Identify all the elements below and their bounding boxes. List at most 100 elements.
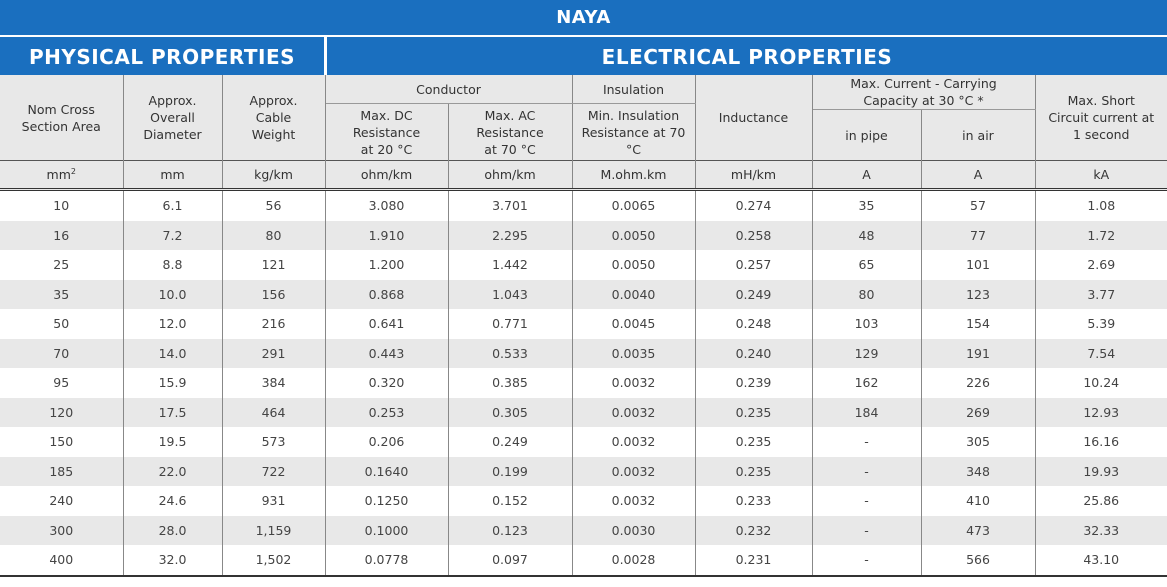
cell-insulation-resistance: 0.0028 <box>571 545 696 577</box>
cell-nom-cross: 400 <box>0 545 124 577</box>
table-row: 50 12.0 216 0.641 0.771 0.0045 0.248 103 154 5.39 <box>0 309 1167 339</box>
cell-dc-resistance: 3.080 <box>324 189 449 221</box>
cell-weight: 56 <box>221 189 326 221</box>
cell-diameter: 12.0 <box>122 309 223 339</box>
table-row: 10 6.1 56 3.080 3.701 0.0065 0.274 35 57 1.08 <box>0 189 1167 221</box>
cell-nom-cross: 120 <box>0 397 124 427</box>
cell-dc-resistance: 0.868 <box>324 279 449 309</box>
cell-insulation-resistance: 0.0065 <box>571 189 696 221</box>
header-dc-resistance: Max. DC Resistance at 20 °C <box>325 103 449 161</box>
cell-in-pipe: 65 <box>811 250 922 280</box>
cell-weight: 216 <box>221 309 326 339</box>
cell-in-air: 191 <box>920 338 1036 368</box>
cell-insulation-resistance: 0.0032 <box>571 397 696 427</box>
header-inductance: Inductance <box>694 75 813 161</box>
table-row: 150 19.5 573 0.206 0.249 0.0032 0.235-305 16.16 <box>0 427 1167 457</box>
cell-in-pipe: 48 <box>811 220 922 250</box>
cell-short-circuit: 5.39 <box>1034 309 1167 339</box>
cell-dc-resistance: 1.910 <box>324 220 449 250</box>
cell-inductance: 0.232 <box>694 515 813 545</box>
cell-inductance: 0.240 <box>694 338 813 368</box>
header-ac-resistance: Max. AC Resistance at 70 °C <box>447 103 573 161</box>
cell-in-pipe: - <box>811 456 922 486</box>
cell-in-air: 57 <box>920 189 1036 221</box>
cell-diameter: 7.2 <box>122 220 223 250</box>
cell-in-pipe: - <box>811 427 922 457</box>
cell-nom-cross: 150 <box>0 427 124 457</box>
cell-ac-resistance: 0.533 <box>447 338 573 368</box>
cell-weight: 573 <box>221 427 326 457</box>
cell-weight: 384 <box>221 368 326 398</box>
cell-weight: 722 <box>221 456 326 486</box>
cell-ac-resistance: 0.199 <box>447 456 573 486</box>
cell-insulation-resistance: 0.0050 <box>571 220 696 250</box>
header-current-capacity: Max. Current - Carrying Capacity at 30 °… <box>811 75 1036 110</box>
cell-in-air: 348 <box>920 456 1036 486</box>
cell-ac-resistance: 0.097 <box>447 545 573 577</box>
cell-nom-cross: 10 <box>0 189 124 221</box>
physical-properties-heading: PHYSICAL PROPERTIES <box>0 37 324 75</box>
header-insulation-resistance: Min. Insulation Resistance at 70 °C <box>571 103 695 161</box>
cell-diameter: 17.5 <box>122 397 223 427</box>
cell-inductance: 0.235 <box>694 456 813 486</box>
header-nom-cross: Nom Cross Section Area <box>0 75 124 161</box>
cell-weight: 1,159 <box>221 515 326 545</box>
cell-inductance: 0.249 <box>694 279 813 309</box>
cell-diameter: 32.0 <box>122 545 223 577</box>
cell-dc-resistance: 0.320 <box>324 368 449 398</box>
cell-dc-resistance: 0.641 <box>324 309 449 339</box>
cell-weight: 931 <box>221 486 326 516</box>
table-row: 95 15.9 384 0.320 0.385 0.0032 0.239 162 226 10.2… <box>0 368 1167 398</box>
cell-diameter: 14.0 <box>122 338 223 368</box>
header-weight: Approx. Cable Weight <box>221 75 326 161</box>
unit-dc-resistance: ohm/km <box>324 160 449 191</box>
cell-dc-resistance: 0.0778 <box>324 545 449 577</box>
cell-dc-resistance: 0.1250 <box>324 486 449 516</box>
cell-inductance: 0.231 <box>694 545 813 577</box>
cell-short-circuit: 25.86 <box>1034 486 1167 516</box>
cell-short-circuit: 1.08 <box>1034 189 1167 221</box>
cell-in-air: 410 <box>920 486 1036 516</box>
cell-inductance: 0.235 <box>694 397 813 427</box>
header-in-pipe: in pipe <box>812 109 922 161</box>
cell-weight: 121 <box>221 250 326 280</box>
cell-ac-resistance: 0.385 <box>447 368 573 398</box>
table-row: 35 10.0 156 0.868 1.043 0.0040 0.249 80 123 3.77 <box>0 279 1167 309</box>
cell-in-pipe: 80 <box>811 279 922 309</box>
cell-nom-cross: 16 <box>0 220 124 250</box>
cell-diameter: 22.0 <box>122 456 223 486</box>
product-title: NAYA <box>0 0 1167 35</box>
cell-dc-resistance: 0.443 <box>324 338 449 368</box>
cell-in-air: 101 <box>920 250 1036 280</box>
cell-nom-cross: 25 <box>0 250 124 280</box>
cell-nom-cross: 70 <box>0 338 124 368</box>
table-row: 185 22.0 722 0.1640 0.199 0.0032 0.235-348 19.9… <box>0 456 1167 486</box>
cell-ac-resistance: 0.305 <box>447 397 573 427</box>
cell-in-air: 123 <box>920 279 1036 309</box>
cell-diameter: 15.9 <box>122 368 223 398</box>
cell-dc-resistance: 0.1000 <box>324 515 449 545</box>
header-in-air: in air <box>920 109 1035 161</box>
table-row: 25 8.8 121 1.200 1.442 0.0050 0.257 65 101 2.69 <box>0 250 1167 280</box>
cell-ac-resistance: 3.701 <box>447 189 573 221</box>
cell-insulation-resistance: 0.0045 <box>571 309 696 339</box>
cell-short-circuit: 7.54 <box>1034 338 1167 368</box>
cell-weight: 1,502 <box>221 545 326 577</box>
cell-inductance: 0.248 <box>694 309 813 339</box>
cell-insulation-resistance: 0.0032 <box>571 427 696 457</box>
cell-inductance: 0.239 <box>694 368 813 398</box>
cell-nom-cross: 50 <box>0 309 124 339</box>
cell-insulation-resistance: 0.0030 <box>571 515 696 545</box>
cell-in-air: 269 <box>920 397 1036 427</box>
table-row: 120 17.5 464 0.253 0.305 0.0032 0.235 184 269 12.… <box>0 397 1167 427</box>
cell-short-circuit: 43.10 <box>1034 545 1167 577</box>
cell-insulation-resistance: 0.0050 <box>571 250 696 280</box>
cell-insulation-resistance: 0.0032 <box>571 456 696 486</box>
table-row: 400 32.0 1,502 0.0778 0.097 0.0028 0.231-566 43… <box>0 545 1167 577</box>
cell-ac-resistance: 2.295 <box>447 220 573 250</box>
cell-diameter: 19.5 <box>122 427 223 457</box>
cell-diameter: 6.1 <box>122 189 223 221</box>
unit-inductance: mH/km <box>694 160 813 191</box>
table-row: 240 24.6 931 0.1250 0.152 0.0032 0.233-410 25.8… <box>0 486 1167 516</box>
cell-nom-cross: 35 <box>0 279 124 309</box>
